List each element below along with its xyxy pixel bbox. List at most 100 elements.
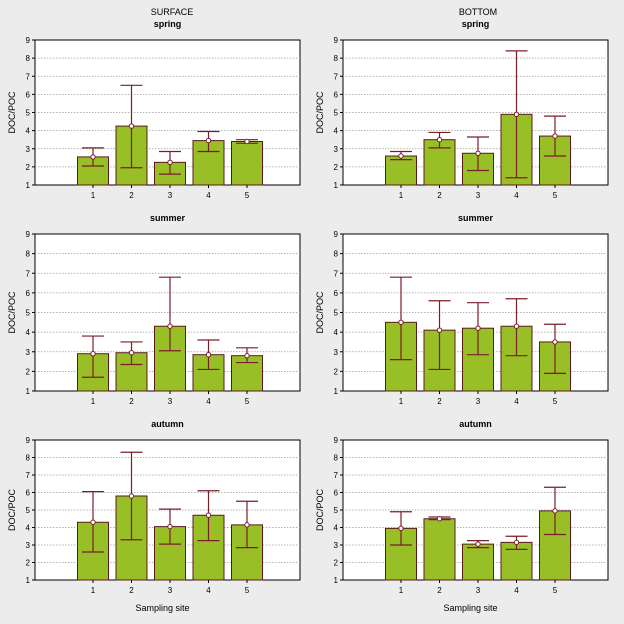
y-tick-label: 1 — [334, 576, 339, 585]
mean-point — [398, 153, 404, 159]
y-tick-label: 7 — [26, 471, 31, 480]
x-tick-label: 4 — [514, 191, 519, 200]
x-tick-label: 1 — [399, 586, 404, 595]
y-tick-label: 2 — [26, 367, 31, 376]
bar-site-3 — [462, 543, 494, 581]
x-tick-label: 3 — [476, 586, 481, 595]
panel-title: autumn — [459, 419, 492, 429]
y-tick-label: 4 — [334, 524, 339, 533]
x-tick-label: 1 — [91, 397, 96, 406]
panel-bottom-autumn: 1 2 3 4 5 6 7 8 9 DOC/POC autumn 1 2 3 4 5 Sampling site — [315, 419, 609, 613]
x-tick-label: 3 — [168, 586, 173, 595]
mean-point — [475, 541, 481, 547]
mean-point — [167, 523, 173, 530]
x-tick-label: 5 — [553, 397, 558, 406]
mean-point — [513, 111, 520, 118]
mean-point — [552, 339, 558, 345]
y-tick-label: 5 — [26, 506, 31, 515]
y-tick-label: 9 — [26, 436, 31, 445]
panel-bottom-spring: 1 2 3 4 5 6 7 8 9 DOC/POC spring 1 2 3 4 5 — [315, 19, 609, 200]
x-axis-label: Sampling site — [135, 603, 189, 613]
y-axis-label: DOC/POC — [315, 489, 325, 532]
y-tick-label: 2 — [334, 367, 339, 376]
y-tick-label: 8 — [26, 250, 31, 259]
x-tick-label: 2 — [437, 586, 442, 595]
x-tick-label: 2 — [129, 191, 134, 200]
y-tick-label: 4 — [26, 328, 31, 337]
y-tick-label: 4 — [26, 127, 31, 136]
y-tick-label: 5 — [26, 109, 31, 118]
y-tick-label: 2 — [334, 559, 339, 568]
y-tick-label: 5 — [334, 506, 339, 515]
x-tick-label: 2 — [437, 191, 442, 200]
x-tick-label: 5 — [553, 586, 558, 595]
x-tick-label: 4 — [206, 191, 211, 200]
column-title-bottom: BOTTOM — [459, 7, 497, 17]
y-tick-label: 6 — [334, 90, 339, 99]
y-tick-label: 1 — [26, 576, 31, 585]
y-tick-label: 7 — [26, 269, 31, 278]
y-tick-label: 3 — [26, 348, 31, 357]
y-tick-label: 3 — [26, 145, 31, 154]
panel-surface-autumn: 1 2 3 4 5 6 7 8 9 DOC/POC autumn 1 2 3 4 5 Sampling site — [7, 419, 301, 613]
mean-point — [128, 350, 135, 356]
mean-point — [475, 325, 481, 331]
y-tick-label: 5 — [334, 309, 339, 318]
x-tick-label: 5 — [553, 191, 558, 200]
mean-point — [513, 539, 520, 546]
y-axis-label: DOC/POC — [7, 489, 17, 532]
y-tick-label: 3 — [26, 541, 31, 550]
mean-point — [167, 323, 173, 329]
y-tick-label: 9 — [334, 230, 339, 239]
y-tick-label: 4 — [26, 524, 31, 533]
x-tick-label: 1 — [399, 191, 404, 200]
y-axis-label: DOC/POC — [7, 291, 17, 334]
mean-point — [128, 123, 135, 129]
y-tick-label: 6 — [334, 289, 339, 298]
bar-site-2 — [423, 518, 456, 581]
y-tick-label: 1 — [26, 387, 31, 396]
y-tick-label: 8 — [334, 454, 339, 463]
y-axis-label: DOC/POC — [7, 91, 17, 134]
mean-point — [436, 136, 443, 143]
y-tick-label: 4 — [334, 127, 339, 136]
y-tick-label: 7 — [26, 72, 31, 81]
y-tick-label: 2 — [26, 559, 31, 568]
y-tick-label: 7 — [334, 471, 339, 480]
mean-point — [244, 138, 250, 145]
mean-point — [398, 319, 404, 326]
y-tick-label: 6 — [26, 289, 31, 298]
bar-site-1 — [385, 155, 417, 186]
x-tick-label: 2 — [437, 397, 442, 406]
x-tick-label: 3 — [168, 397, 173, 406]
x-tick-label: 5 — [245, 586, 250, 595]
x-tick-label: 4 — [514, 586, 519, 595]
y-tick-label: 4 — [334, 328, 339, 337]
mean-point — [552, 133, 558, 139]
x-tick-label: 1 — [91, 191, 96, 200]
y-axis-label: DOC/POC — [315, 291, 325, 334]
panel-title: autumn — [151, 419, 184, 429]
y-tick-label: 1 — [334, 387, 339, 396]
x-tick-label: 1 — [91, 586, 96, 595]
mean-point — [205, 351, 212, 358]
y-tick-label: 1 — [26, 181, 31, 190]
y-axis-label: DOC/POC — [315, 91, 325, 134]
mean-point — [475, 150, 481, 156]
y-tick-label: 9 — [334, 36, 339, 45]
y-tick-label: 6 — [334, 489, 339, 498]
x-tick-label: 5 — [245, 191, 250, 200]
y-tick-label: 8 — [26, 54, 31, 63]
mean-point — [513, 323, 520, 329]
mean-point — [436, 327, 443, 333]
y-tick-label: 8 — [334, 54, 339, 63]
x-tick-label: 4 — [206, 586, 211, 595]
mean-point — [128, 493, 135, 499]
x-tick-label: 2 — [129, 397, 134, 406]
y-tick-label: 9 — [334, 436, 339, 445]
y-tick-label: 7 — [334, 269, 339, 278]
mean-point — [167, 159, 173, 166]
y-tick-label: 9 — [26, 36, 31, 45]
x-tick-label: 3 — [168, 191, 173, 200]
